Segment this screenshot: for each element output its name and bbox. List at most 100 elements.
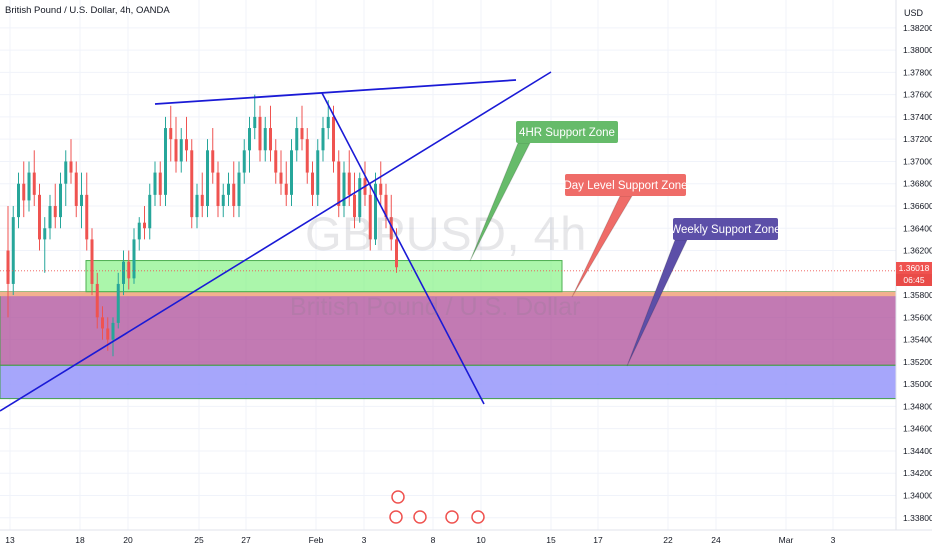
y-tick-1: 1.38000 <box>903 45 932 55</box>
candle-body-64 <box>342 172 346 206</box>
callout-box-1 <box>565 174 686 196</box>
candle-body-46 <box>248 128 251 151</box>
x-tick-13: Mar <box>779 535 794 545</box>
bar-countdown: 06:45 <box>896 274 932 286</box>
candle-body-67 <box>358 178 362 218</box>
resistance-line <box>154 79 517 105</box>
callout-label-1: Day Level Support Zone <box>563 180 687 192</box>
zone-weekly-support-zone <box>0 364 897 400</box>
callout-label-0: 4HR Support Zone <box>519 127 615 139</box>
candle-body-51 <box>274 150 278 173</box>
candle-body-39 <box>211 150 215 173</box>
watermark-symbol: GBPUSD, 4h <box>305 207 587 260</box>
candle-body-26 <box>143 222 146 229</box>
candle-body-15 <box>85 194 89 240</box>
event-icon-4 <box>471 510 485 524</box>
candle-body-65 <box>347 172 351 195</box>
candle-body-60 <box>321 128 325 151</box>
y-tick-13: 1.35600 <box>903 312 932 322</box>
y-tick-3: 1.37600 <box>903 90 932 100</box>
y-tick-0: 1.38200 <box>903 23 932 33</box>
x-tick-9: 15 <box>546 535 556 545</box>
candle-body-17 <box>95 283 99 318</box>
candle-body-21 <box>116 283 120 323</box>
x-tick-2: 20 <box>123 535 133 545</box>
candle-body-55 <box>295 128 299 151</box>
x-tick-12: 24 <box>711 535 721 545</box>
candle-body-66 <box>353 194 356 218</box>
candle-body-16 <box>90 239 94 284</box>
y-tick-18: 1.34600 <box>903 424 932 434</box>
candle-body-52 <box>279 172 283 184</box>
currency-label: USD <box>903 8 923 18</box>
callout-box-2 <box>673 218 778 240</box>
y-tick-14: 1.35400 <box>903 335 932 345</box>
candle-body-56 <box>300 128 304 140</box>
candle-body-48 <box>258 116 262 151</box>
candle-body-63 <box>337 161 341 206</box>
candle-body-69 <box>368 194 372 240</box>
candle-body-19 <box>106 328 110 340</box>
candle-body-23 <box>127 261 131 279</box>
candle-body-37 <box>200 194 204 206</box>
candle-body-29 <box>158 172 162 195</box>
candle-body-4 <box>27 172 31 201</box>
candle-body-71 <box>379 183 383 195</box>
x-tick-4: 27 <box>241 535 251 545</box>
candle-body-43 <box>232 183 236 206</box>
y-tick-4: 1.37400 <box>903 112 932 122</box>
candle-body-32 <box>174 139 178 162</box>
x-tick-0: 13 <box>5 535 15 545</box>
candle-body-45 <box>242 150 246 173</box>
y-tick-19: 1.34400 <box>903 446 932 456</box>
y-tick-22: 1.33800 <box>903 513 932 523</box>
candle-body-11 <box>64 161 68 184</box>
x-tick-1: 18 <box>75 535 85 545</box>
last-price-tag: 1.36018 <box>896 262 932 274</box>
time-axis <box>0 530 932 550</box>
candle-body-41 <box>221 194 225 206</box>
candle-body-12 <box>69 161 73 173</box>
zone-4hr-support-zone <box>85 260 563 293</box>
candle-body-44 <box>237 172 241 206</box>
candle-body-72 <box>384 194 388 218</box>
x-tick-6: 3 <box>362 535 367 545</box>
callout-weekly-support-zone[interactable]: Weekly Support Zone <box>626 218 781 367</box>
y-tick-16: 1.35000 <box>903 379 932 389</box>
candle-body-27 <box>148 194 152 229</box>
candle-body-38 <box>206 150 209 206</box>
candle-body-8 <box>48 205 52 229</box>
event-icon-2 <box>413 510 427 524</box>
candle-body-54 <box>290 150 293 195</box>
candle-body-24 <box>132 239 136 279</box>
callout-label-2: Weekly Support Zone <box>670 224 780 236</box>
candle-body-3 <box>22 183 26 201</box>
callout-4hr-support-zone[interactable]: 4HR Support Zone <box>469 121 618 262</box>
event-icon-0 <box>391 490 405 504</box>
candle-body-42 <box>227 183 230 195</box>
candle-body-74 <box>395 239 398 268</box>
candle-body-1 <box>11 217 15 284</box>
candle-body-50 <box>269 128 272 151</box>
y-tick-6: 1.37000 <box>903 156 932 166</box>
candle-body-22 <box>122 261 125 284</box>
x-tick-11: 22 <box>663 535 673 545</box>
x-tick-8: 10 <box>476 535 486 545</box>
candle-body-14 <box>80 194 83 206</box>
y-tick-2: 1.37800 <box>903 67 932 77</box>
candle-body-2 <box>17 183 20 218</box>
candle-body-58 <box>311 172 314 195</box>
candle-body-33 <box>179 139 183 162</box>
x-tick-7: 8 <box>431 535 436 545</box>
watermark-name: British Pound / U.S. Dollar <box>290 293 581 321</box>
candle-body-35 <box>190 150 194 218</box>
candle-body-62 <box>332 116 335 162</box>
y-tick-9: 1.36400 <box>903 223 932 233</box>
candle-body-9 <box>53 205 57 218</box>
candle-body-7 <box>43 228 47 240</box>
callout-day-level-support-zone[interactable]: Day Level Support Zone <box>563 174 688 298</box>
y-tick-8: 1.36600 <box>903 201 932 211</box>
y-tick-12: 1.35800 <box>903 290 932 300</box>
day-zone-top-strip <box>0 291 896 297</box>
